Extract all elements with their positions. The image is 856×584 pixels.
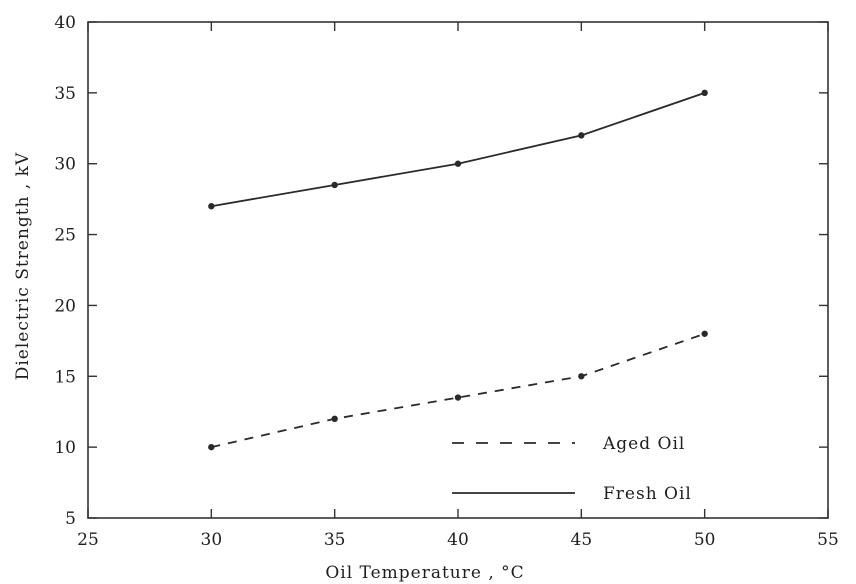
x-tick-label: 50: [694, 530, 716, 550]
aged-oil-point: [578, 373, 585, 380]
legend: Aged Oil Fresh Oil: [452, 434, 692, 504]
aged-oil-point: [454, 394, 462, 401]
fresh-oil-point: [331, 181, 338, 189]
aged-oil-point: [701, 330, 708, 337]
x-tick-label: 55: [817, 530, 839, 550]
fresh-oil-point: [208, 203, 215, 210]
series-layer: [208, 89, 708, 451]
x-tick-label: 30: [201, 530, 223, 550]
y-tick-label: 5: [65, 509, 76, 529]
fresh-oil-point: [701, 89, 708, 97]
plot-area: [87, 21, 829, 519]
legend-fresh-oil-label: Fresh Oil: [603, 484, 692, 504]
y-axis-label: Dielectric Strength , kV: [13, 152, 33, 381]
fresh-oil-point: [454, 160, 462, 167]
y-tick-label: 10: [54, 438, 76, 458]
y-tick-label: 20: [54, 296, 76, 316]
aged-oil-point: [208, 443, 215, 451]
x-tick-label: 35: [324, 530, 346, 550]
aged-oil-point: [331, 415, 338, 422]
x-tick-label: 40: [447, 530, 469, 550]
x-axis-ticks: 25 30 35 40 45 50 55: [77, 22, 839, 550]
y-tick-label: 25: [54, 226, 76, 246]
x-tick-label: 25: [77, 530, 99, 550]
y-tick-label: 35: [54, 84, 76, 104]
y-tick-label: 30: [54, 155, 76, 175]
fresh-oil-point: [578, 132, 585, 139]
y-tick-label: 15: [54, 367, 76, 387]
y-tick-label: 40: [54, 13, 76, 33]
x-tick-label: 45: [571, 530, 593, 550]
x-axis-label: Oil Temperature , °C: [325, 563, 524, 583]
y-axis-ticks: 5 10 15 20 25 30 35 40: [54, 13, 828, 529]
legend-aged-oil-label: Aged Oil: [602, 434, 685, 454]
